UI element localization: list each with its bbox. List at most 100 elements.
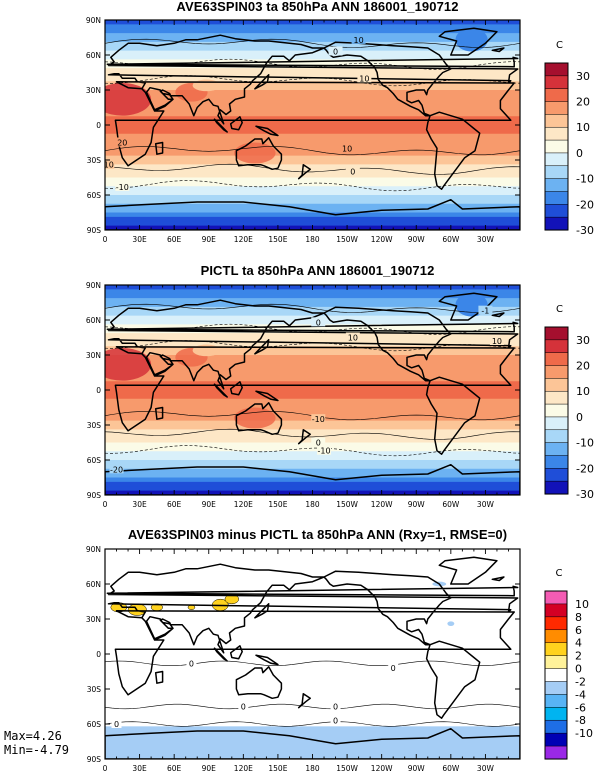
contour-label: -10 bbox=[312, 415, 325, 424]
lat-tick-label: 90S bbox=[87, 491, 102, 500]
colorbar-box bbox=[544, 629, 568, 644]
contour-label: 10 bbox=[359, 74, 369, 83]
colorbar-box bbox=[544, 165, 569, 180]
lat-tick-label: 60N bbox=[86, 51, 101, 60]
lon-tick-label: 60W bbox=[442, 235, 460, 244]
contour-label-bg bbox=[317, 445, 332, 455]
lat-tick-label: 30S bbox=[87, 685, 102, 694]
contour-line bbox=[105, 428, 520, 440]
colorbar-label: -30 bbox=[576, 224, 594, 237]
map-body: 0 0 0 0 0 0 bbox=[105, 549, 520, 759]
temperature-band bbox=[105, 298, 520, 304]
coastline bbox=[105, 292, 520, 495]
temperature-band bbox=[105, 337, 520, 343]
temperature-band bbox=[105, 464, 520, 470]
max-value: Max=4.26 bbox=[4, 729, 62, 743]
contour-label: 0 bbox=[316, 318, 321, 327]
lon-tick-label: 60E bbox=[167, 764, 182, 773]
temperature-band bbox=[105, 363, 520, 369]
lon-tick-label: 150W bbox=[336, 764, 358, 773]
temperature-band bbox=[105, 28, 520, 34]
temperature-band bbox=[105, 168, 520, 174]
contour-label: 0 bbox=[333, 717, 338, 726]
colorbar-box bbox=[544, 152, 569, 167]
contour-label-bg bbox=[478, 305, 493, 315]
panel2-title: PICTL ta 850hPa ANN 186001_190712 bbox=[200, 263, 435, 278]
temperature-band bbox=[105, 398, 520, 404]
contour-label: 0 bbox=[189, 659, 194, 668]
temperature-band bbox=[105, 195, 520, 200]
colorbar-label: 10 bbox=[576, 121, 590, 134]
temperature-band bbox=[105, 289, 520, 295]
colorbar-label: 30 bbox=[576, 70, 590, 83]
lon-tick-label: 30W bbox=[477, 500, 495, 509]
lon-tick-label: 90E bbox=[202, 500, 217, 509]
contour-label: 10 bbox=[492, 337, 502, 346]
contour-label-bg bbox=[330, 715, 341, 725]
colorbar-box bbox=[544, 378, 569, 392]
contour-label-bg bbox=[345, 332, 360, 342]
temperature-band bbox=[105, 177, 520, 183]
colorbar-label: 10 bbox=[575, 598, 589, 611]
lat-tick-label: 90S bbox=[87, 755, 102, 764]
lon-tick-label: 150W bbox=[336, 500, 358, 509]
temperature-band bbox=[105, 429, 520, 435]
temperature-band bbox=[105, 164, 520, 170]
warm-region bbox=[105, 348, 152, 381]
contour-label: -10 bbox=[116, 183, 129, 192]
colorbar-box bbox=[544, 126, 569, 141]
contour-label: -10 bbox=[101, 161, 114, 170]
lon-tick-label: 120W bbox=[371, 235, 393, 244]
lat-tick-label: 90N bbox=[86, 281, 101, 290]
colorbar-box bbox=[544, 681, 568, 695]
colorbar-box bbox=[544, 732, 568, 747]
temperature-band bbox=[105, 350, 520, 356]
colorbar-box bbox=[544, 352, 569, 367]
contour-line bbox=[105, 445, 520, 457]
colorbar-box bbox=[544, 719, 568, 734]
contour-label-bg bbox=[311, 414, 326, 424]
lat-tick-label: 30N bbox=[86, 86, 101, 95]
lon-tick-label: 30E bbox=[132, 235, 147, 244]
colorbar-box bbox=[544, 590, 568, 605]
temperature-band bbox=[105, 359, 520, 365]
temperature-band bbox=[105, 186, 520, 192]
temperature-band bbox=[105, 85, 520, 91]
temperature-band bbox=[105, 212, 520, 218]
temperature-band bbox=[105, 468, 520, 474]
lon-tick-label: 60E bbox=[167, 235, 182, 244]
lon-tick-label: 60E bbox=[167, 500, 182, 509]
contour-label: 0 bbox=[350, 168, 355, 177]
temperature-band bbox=[105, 481, 520, 487]
lat-tick-label: 60S bbox=[87, 456, 102, 465]
temperature-band bbox=[105, 37, 520, 43]
contour-label-bg bbox=[186, 658, 197, 668]
colorbar-box bbox=[544, 468, 569, 482]
tibet-region bbox=[192, 344, 221, 357]
colorbar-frame bbox=[544, 62, 569, 231]
temperature-band bbox=[105, 160, 520, 165]
colorbar-units: C bbox=[556, 304, 563, 315]
temperature-band bbox=[105, 151, 520, 157]
temperature-band bbox=[105, 346, 520, 352]
colorbar-box bbox=[544, 655, 568, 670]
lon-tick-label: 90W bbox=[408, 500, 426, 509]
temperature-band bbox=[105, 120, 520, 126]
contour-label: -10 bbox=[317, 447, 330, 456]
contour-line bbox=[105, 163, 520, 175]
lon-tick-label: 30W bbox=[477, 235, 495, 244]
temperature-band bbox=[105, 41, 520, 47]
colorbar-box bbox=[544, 191, 569, 205]
coastline bbox=[105, 27, 520, 230]
temperature-band bbox=[105, 341, 520, 347]
warm-region bbox=[234, 142, 276, 164]
contour-label-bg bbox=[340, 143, 355, 153]
contour-label-bg bbox=[345, 166, 360, 176]
contour-label: 20 bbox=[117, 139, 127, 148]
temperature-band bbox=[105, 381, 520, 387]
colorbar-label: 6 bbox=[575, 624, 582, 637]
temperature-band bbox=[105, 477, 520, 483]
colorbar-box bbox=[544, 204, 569, 218]
